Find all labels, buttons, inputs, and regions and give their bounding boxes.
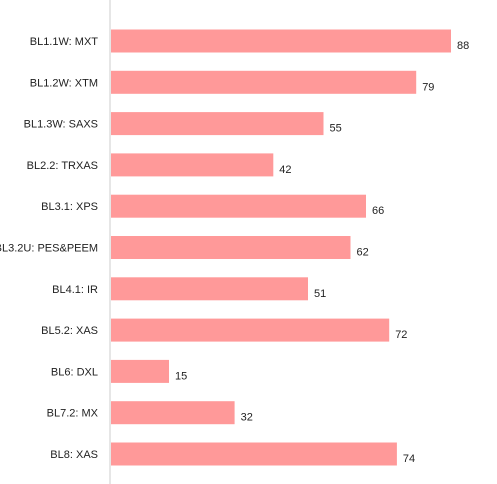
data-label: 79 xyxy=(422,81,434,93)
data-label: 42 xyxy=(279,164,291,176)
category-label: BL4.1: IR xyxy=(52,284,98,296)
category-label: BL3.1: XPS xyxy=(41,201,98,213)
data-label: 74 xyxy=(403,453,415,465)
category-label: BL8: XAS xyxy=(50,449,98,461)
bar xyxy=(111,29,451,53)
category-label: BL7.2: MX xyxy=(47,408,99,420)
data-label: 55 xyxy=(330,123,342,135)
data-label: 32 xyxy=(241,412,253,424)
bar xyxy=(111,236,351,259)
bar xyxy=(111,318,390,342)
bar xyxy=(111,70,417,94)
data-label: 66 xyxy=(372,205,384,217)
bar xyxy=(111,112,324,136)
category-label: BL1.1W: MXT xyxy=(30,36,99,48)
data-label: 88 xyxy=(457,40,469,52)
category-label: BL3.2U: PES&PEEM xyxy=(0,243,98,255)
bar xyxy=(111,442,397,466)
bar xyxy=(111,359,169,383)
bar xyxy=(111,194,366,218)
data-label: 15 xyxy=(175,370,187,382)
bar xyxy=(111,277,308,301)
bars-layer xyxy=(111,29,451,466)
category-label: BL2.2: TRXAS xyxy=(27,160,98,172)
category-label: BL5.2: XAS xyxy=(41,325,98,337)
category-label: BL6: DXL xyxy=(51,366,98,378)
data-label: 62 xyxy=(357,247,369,259)
bar xyxy=(111,401,235,425)
data-label: 51 xyxy=(314,288,326,300)
bar xyxy=(111,153,274,177)
labels-layer: BL1.1W: MXT 88 BL1.2W: XTM 79 BL1.3W: SAXS 55… xyxy=(0,36,469,465)
category-label: BL1.3W: SAXS xyxy=(24,119,98,131)
category-label: BL1.2W: XTM xyxy=(30,77,98,89)
data-label: 72 xyxy=(395,329,407,341)
